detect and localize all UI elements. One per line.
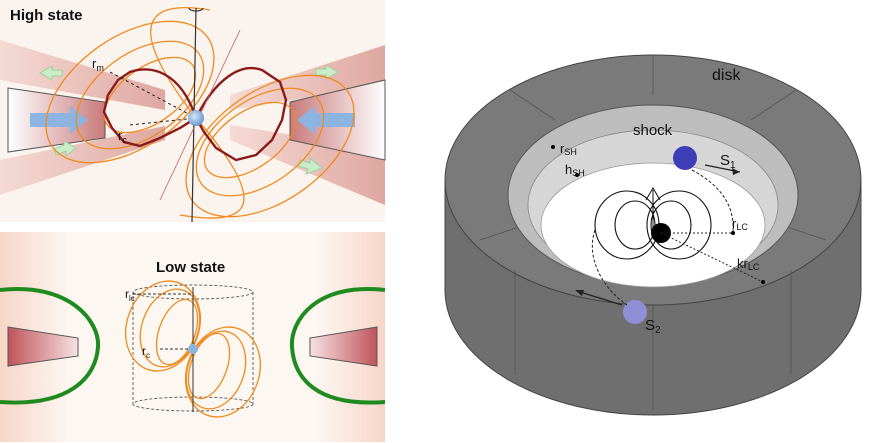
s2-motion-arrow	[579, 291, 623, 306]
r-lc-label: rLC	[732, 216, 748, 232]
inflow-arrow-left	[30, 106, 88, 134]
disk-label: disk	[712, 67, 741, 84]
inflow-arrow-right	[297, 106, 355, 134]
disk-segment-lines	[479, 55, 827, 410]
s1-trajectory	[691, 169, 734, 234]
green-boundary-right	[289, 286, 386, 405]
green-boundary-left	[0, 286, 101, 405]
outflow-arrow-green-3	[315, 64, 339, 80]
low-state-title: Low state	[156, 259, 225, 276]
high-state-title: High state	[10, 7, 83, 24]
r-c-radius	[129, 117, 197, 126]
kr-lc-radius	[660, 232, 764, 283]
r-c-label: rc	[118, 128, 127, 145]
disk-wedge-left	[7, 326, 79, 367]
outflow-beam-lower-left	[0, 126, 165, 195]
outflow-beam-upper-left	[0, 40, 165, 110]
high-state-panel: High state rm rc	[0, 0, 386, 223]
high-state-diagram: High state rm rc	[0, 7, 386, 223]
low-state-panel: Low state rlc rc	[0, 232, 386, 442]
r-m-radius	[109, 71, 197, 119]
disk-wedge-right	[309, 326, 378, 367]
r-c-label: rc	[142, 344, 150, 360]
outflow-beam-upper-right	[230, 45, 385, 110]
neutron-star	[188, 344, 198, 354]
outflow-arrow-green-2	[53, 140, 77, 158]
s2-label: S2	[645, 317, 661, 336]
r-lc-label: rlc	[125, 287, 135, 303]
magnetic-field-lines	[125, 280, 261, 418]
r-sh-label: rSH	[560, 141, 577, 157]
magnetospheric-boundary	[102, 67, 288, 162]
low-state-diagram: Low state rlc rc	[0, 232, 386, 442]
s1-label: S1	[720, 152, 736, 171]
disk-shock-diagram: disk shock rSH hSH S1 S2 rLC krLC	[444, 54, 862, 416]
r-m-label: rm	[92, 56, 104, 73]
rotation-arrow-icon	[188, 7, 204, 12]
kr-lc-label: krLC	[737, 256, 760, 272]
h-sh-label: hSH	[565, 162, 585, 178]
blob-s2	[623, 300, 647, 324]
neutron-star	[188, 110, 204, 126]
outflow-arrow-green-4	[297, 156, 323, 175]
disk-shock-panel: disk shock rSH hSH S1 S2 rLC krLC	[420, 0, 885, 443]
shock-label: shock	[633, 122, 673, 139]
blob-s1	[673, 146, 697, 170]
rotation-arrow-icon	[645, 187, 661, 201]
outflow-arrow-green-1	[39, 65, 63, 81]
